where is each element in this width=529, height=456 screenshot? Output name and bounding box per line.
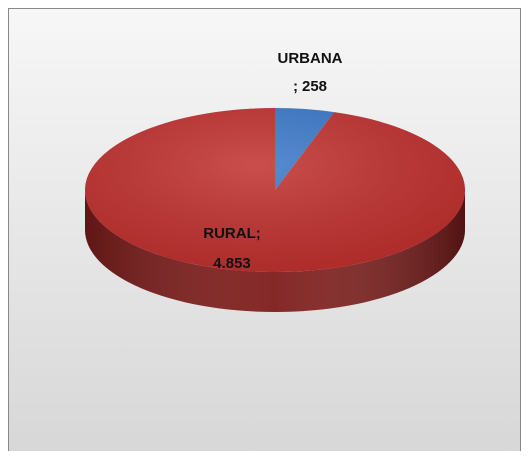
- pie: [84, 107, 465, 312]
- data-label-part: RURAL: [203, 225, 256, 242]
- data-label-part: ;: [293, 78, 298, 95]
- data-label-part: 258: [302, 78, 327, 95]
- data-label: RURAL; 4.853: [203, 225, 261, 272]
- pie-shine: [85, 108, 465, 272]
- data-label-part: ;: [256, 225, 261, 242]
- data-label: URBANA; 258: [278, 50, 343, 95]
- data-label-part: 4.853: [213, 255, 251, 272]
- pie-side-shade: [85, 190, 465, 312]
- data-label-part: URBANA: [278, 50, 343, 67]
